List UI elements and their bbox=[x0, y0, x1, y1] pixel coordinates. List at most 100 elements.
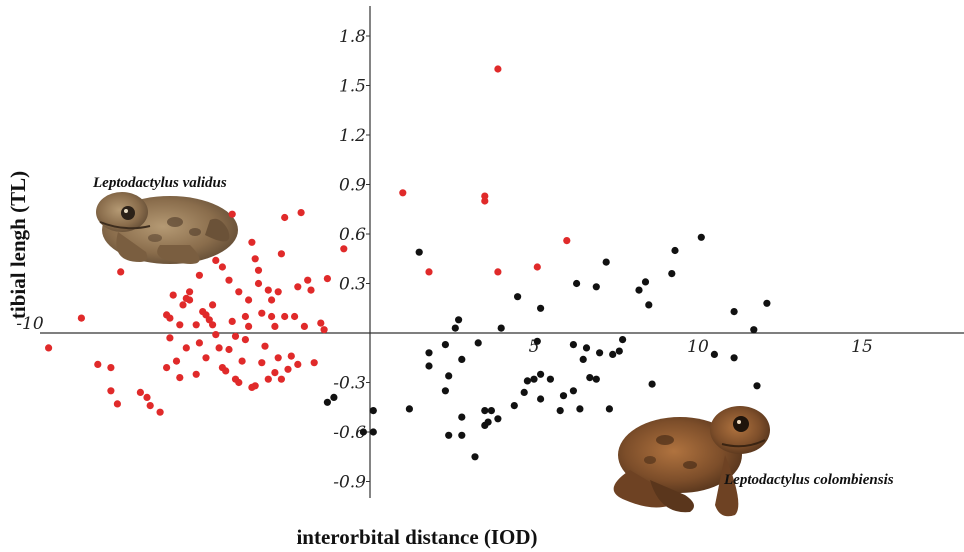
point-colombiensis bbox=[648, 380, 656, 388]
point-colombiensis bbox=[481, 407, 489, 415]
point-validus bbox=[533, 263, 541, 271]
point-validus bbox=[235, 288, 243, 296]
y-tick-label: 1.5 bbox=[339, 77, 366, 97]
point-validus bbox=[192, 370, 200, 378]
point-validus bbox=[245, 322, 253, 330]
x-tick-label: 5 bbox=[529, 337, 540, 357]
point-validus bbox=[320, 326, 328, 334]
point-colombiensis bbox=[523, 377, 532, 385]
point-colombiensis bbox=[497, 324, 505, 332]
axes bbox=[40, 6, 964, 498]
point-colombiensis bbox=[537, 370, 545, 378]
point-validus bbox=[248, 238, 256, 246]
point-colombiensis bbox=[537, 304, 545, 312]
point-colombiensis bbox=[645, 301, 653, 309]
point-validus bbox=[186, 288, 194, 296]
point-colombiensis bbox=[582, 344, 591, 352]
point-colombiensis bbox=[369, 428, 377, 436]
point-colombiensis bbox=[425, 349, 433, 357]
point-colombiensis bbox=[730, 354, 738, 362]
point-validus bbox=[212, 331, 220, 339]
point-validus bbox=[399, 189, 407, 197]
point-colombiensis bbox=[609, 350, 617, 358]
frog-image-colombiensis bbox=[613, 406, 770, 517]
point-validus bbox=[494, 65, 502, 73]
point-validus bbox=[294, 283, 302, 291]
point-validus bbox=[238, 357, 246, 365]
point-validus bbox=[225, 276, 233, 284]
annotation-validus: Leptodactylus validus bbox=[92, 175, 227, 191]
point-validus bbox=[186, 296, 194, 304]
point-validus bbox=[94, 360, 102, 368]
point-validus bbox=[218, 263, 226, 271]
point-validus bbox=[274, 288, 282, 296]
point-validus bbox=[281, 312, 289, 321]
point-validus bbox=[304, 276, 312, 284]
point-validus bbox=[45, 344, 53, 352]
point-colombiensis bbox=[668, 270, 676, 278]
point-validus bbox=[172, 357, 181, 365]
point-colombiensis bbox=[697, 233, 705, 241]
point-validus bbox=[261, 342, 269, 350]
point-validus bbox=[254, 279, 263, 288]
point-colombiensis bbox=[323, 398, 331, 406]
frog-image-validus bbox=[96, 192, 238, 264]
point-validus bbox=[264, 375, 272, 383]
point-validus bbox=[231, 332, 240, 340]
point-validus bbox=[281, 213, 289, 222]
point-validus bbox=[156, 408, 164, 416]
point-validus bbox=[317, 319, 325, 327]
point-colombiensis bbox=[533, 337, 541, 345]
point-validus bbox=[146, 402, 154, 410]
point-colombiensis bbox=[458, 413, 466, 421]
point-colombiensis bbox=[559, 392, 568, 400]
point-validus bbox=[245, 296, 253, 304]
point-colombiensis bbox=[576, 405, 584, 413]
point-validus bbox=[297, 209, 305, 217]
point-validus bbox=[192, 321, 200, 329]
point-validus bbox=[215, 344, 223, 352]
point-validus bbox=[264, 286, 272, 294]
point-colombiensis bbox=[458, 355, 466, 363]
y-tick-label: 0.9 bbox=[339, 176, 366, 196]
point-colombiensis bbox=[445, 431, 453, 439]
point-validus bbox=[202, 354, 210, 362]
point-validus bbox=[222, 367, 230, 375]
x-tick-label: -10 bbox=[16, 314, 44, 334]
point-validus bbox=[228, 210, 236, 218]
point-validus bbox=[225, 345, 233, 354]
point-validus bbox=[235, 378, 243, 387]
point-colombiensis bbox=[369, 407, 377, 415]
point-validus bbox=[107, 364, 115, 372]
point-colombiensis bbox=[569, 387, 578, 395]
x-tick-label: 10 bbox=[687, 337, 709, 357]
point-colombiensis bbox=[537, 395, 545, 403]
point-colombiensis bbox=[750, 326, 758, 334]
point-colombiensis bbox=[458, 431, 466, 439]
point-validus bbox=[284, 365, 292, 373]
point-validus bbox=[481, 197, 489, 205]
point-validus bbox=[195, 339, 203, 347]
point-validus bbox=[179, 301, 187, 309]
point-colombiensis bbox=[579, 355, 587, 363]
point-validus bbox=[166, 334, 174, 342]
point-validus bbox=[77, 314, 85, 322]
point-validus bbox=[176, 321, 184, 329]
point-validus bbox=[563, 237, 571, 245]
x-tick-label: 15 bbox=[851, 337, 873, 357]
y-tick-label: 1.2 bbox=[339, 126, 366, 146]
point-colombiensis bbox=[471, 453, 479, 461]
point-validus bbox=[294, 360, 302, 368]
point-colombiensis bbox=[615, 347, 623, 355]
point-colombiensis bbox=[405, 405, 413, 413]
point-validus bbox=[209, 301, 217, 309]
point-colombiensis bbox=[441, 341, 449, 349]
point-validus bbox=[271, 369, 279, 377]
point-colombiensis bbox=[763, 299, 771, 307]
point-validus bbox=[268, 296, 276, 304]
y-tick-label: 0.3 bbox=[339, 275, 366, 295]
point-colombiensis bbox=[592, 283, 600, 291]
point-validus bbox=[258, 359, 266, 367]
point-colombiensis bbox=[573, 279, 581, 288]
